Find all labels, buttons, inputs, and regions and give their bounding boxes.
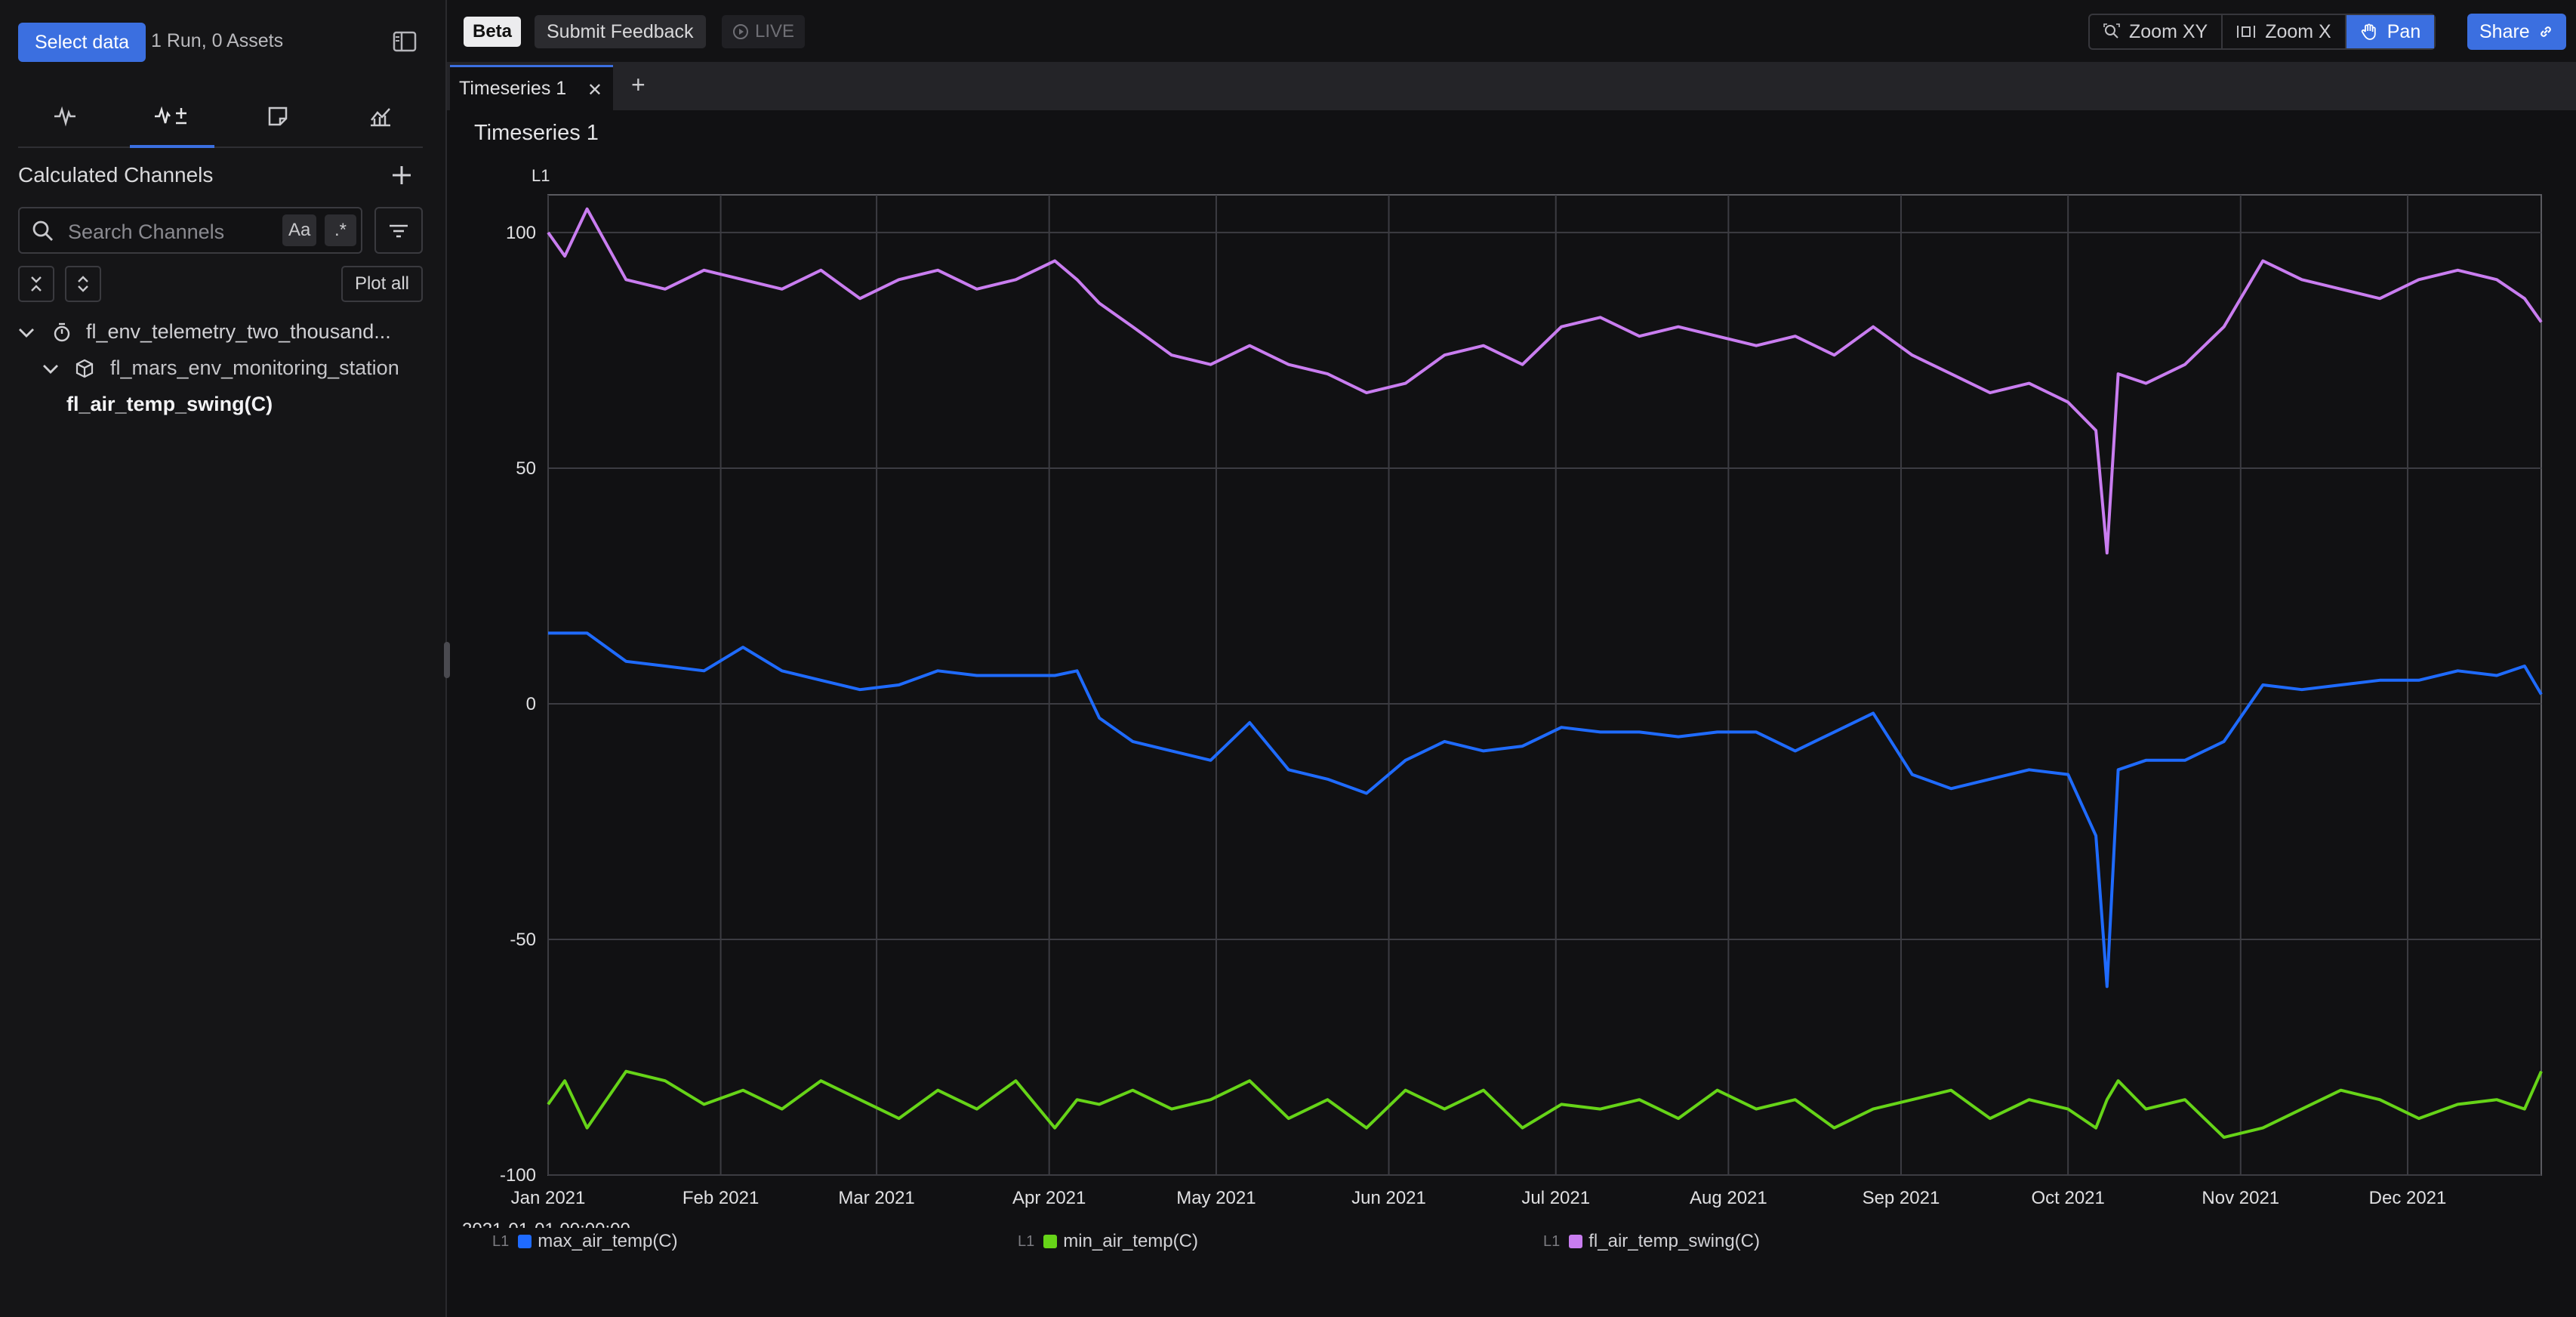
live-label: LIVE bbox=[755, 21, 795, 42]
share-label: Share bbox=[2479, 20, 2530, 42]
tab-analytics[interactable] bbox=[338, 88, 423, 145]
zoom-x-button[interactable]: Zoom X bbox=[2223, 15, 2346, 48]
tab-timeseries-1[interactable]: Timeseries 1 ✕ bbox=[450, 65, 613, 110]
series-line-max_air_temp(C)[interactable] bbox=[548, 631, 2543, 989]
zoom-xy-label: Zoom XY bbox=[2129, 20, 2208, 42]
collapse-icon bbox=[31, 276, 42, 291]
resize-handle[interactable] bbox=[444, 642, 450, 678]
chevron-down-icon[interactable] bbox=[17, 325, 36, 341]
tab-notes[interactable] bbox=[236, 88, 320, 145]
legend-item-min[interactable]: L1 min_air_temp(C) bbox=[1018, 1231, 1198, 1252]
x-tick-label: Mar 2021 bbox=[838, 1188, 914, 1208]
zoom-mode-group: Zoom XY Zoom X Pan bbox=[2088, 14, 2436, 50]
x-tick-label: Apr 2021 bbox=[1012, 1188, 1086, 1208]
tree-item-channel[interactable]: fl_air_temp_swing(C) bbox=[66, 393, 273, 415]
chevron-down-icon[interactable] bbox=[41, 361, 60, 378]
series-line-min_air_temp(C)[interactable] bbox=[547, 1069, 2543, 1140]
legend-label: max_air_temp(C) bbox=[538, 1231, 678, 1251]
pan-button[interactable]: Pan bbox=[2346, 15, 2435, 48]
x-tick-label: Dec 2021 bbox=[2369, 1188, 2447, 1208]
beta-badge: Beta bbox=[464, 17, 522, 47]
pan-label: Pan bbox=[2386, 20, 2421, 42]
link-icon bbox=[2540, 26, 2551, 37]
tab-calculated-channels[interactable] bbox=[130, 88, 214, 148]
filter-icon bbox=[390, 224, 408, 238]
x-tick-label: May 2021 bbox=[1176, 1188, 1256, 1208]
match-case-toggle[interactable]: Aa bbox=[282, 214, 317, 246]
search-icon bbox=[32, 221, 53, 241]
waveform-icon bbox=[54, 106, 75, 127]
search-box: Aa .* bbox=[18, 207, 362, 254]
plot-all-button[interactable]: Plot all bbox=[341, 266, 423, 302]
add-channel-button[interactable] bbox=[387, 160, 417, 190]
run-count: 1 Run, 0 Assets bbox=[151, 30, 284, 51]
search-input[interactable] bbox=[66, 216, 288, 248]
x-tick-label: Aug 2021 bbox=[1690, 1188, 1767, 1208]
section-title: Calculated Channels bbox=[18, 163, 214, 187]
x-tick-label: Nov 2021 bbox=[2202, 1188, 2279, 1208]
tab-channels[interactable] bbox=[23, 88, 107, 145]
x-tick-label: Sep 2021 bbox=[1863, 1188, 1940, 1208]
zoom-xy-icon bbox=[2103, 23, 2120, 39]
chart-line-icon bbox=[371, 108, 390, 127]
plus-icon bbox=[393, 166, 411, 184]
legend-axis: L1 bbox=[1018, 1232, 1035, 1250]
x-tick-label: Feb 2021 bbox=[683, 1188, 759, 1208]
y-tick-label: -50 bbox=[510, 930, 536, 950]
legend-swatch bbox=[518, 1235, 532, 1248]
series-line-fl_air_temp_swing(C)[interactable] bbox=[547, 207, 2543, 555]
stopwatch-icon bbox=[54, 322, 70, 342]
y-axis-label: L1 bbox=[532, 166, 550, 185]
y-tick-label: 50 bbox=[516, 458, 536, 479]
sidebar-toggle-icon[interactable] bbox=[393, 30, 418, 53]
select-data-button[interactable]: Select data bbox=[18, 23, 146, 62]
x-tick-label: Jul 2021 bbox=[1521, 1188, 1590, 1208]
legend-item-swing[interactable]: L1 fl_air_temp_swing(C) bbox=[1543, 1231, 1760, 1252]
toolbar: Beta Submit Feedback LIVE Zoom XY Zoom X… bbox=[447, 0, 2576, 62]
zoom-x-label: Zoom X bbox=[2265, 20, 2331, 42]
x-tick-label: Oct 2021 bbox=[2031, 1188, 2104, 1208]
expand-icon bbox=[78, 276, 88, 292]
share-button[interactable]: Share bbox=[2467, 14, 2566, 50]
legend-swatch bbox=[1043, 1235, 1058, 1248]
legend-axis: L1 bbox=[1543, 1232, 1561, 1250]
collapse-all-button[interactable] bbox=[18, 266, 54, 302]
zoom-xy-button[interactable]: Zoom XY bbox=[2090, 15, 2223, 48]
expand-all-button[interactable] bbox=[65, 266, 101, 302]
legend-item-max[interactable]: L1 max_air_temp(C) bbox=[492, 1231, 678, 1252]
live-button[interactable]: LIVE bbox=[722, 15, 806, 48]
filter-button[interactable] bbox=[374, 207, 423, 254]
play-circle-icon bbox=[733, 24, 748, 39]
tab-label: Timeseries 1 bbox=[459, 78, 567, 99]
zoom-x-icon bbox=[2237, 26, 2256, 38]
panel-title: Timeseries 1 bbox=[474, 121, 599, 145]
legend-swatch bbox=[1569, 1235, 1583, 1248]
tree-item-asset[interactable]: fl_mars_env_monitoring_station bbox=[110, 356, 399, 379]
x-tick-label: Jun 2021 bbox=[1351, 1188, 1426, 1208]
legend-label: fl_air_temp_swing(C) bbox=[1588, 1231, 1760, 1251]
legend-axis: L1 bbox=[492, 1232, 510, 1250]
sidebar-tabs bbox=[18, 88, 423, 148]
close-icon[interactable]: ✕ bbox=[587, 80, 602, 100]
note-icon bbox=[268, 106, 288, 126]
sidebar: Select data 1 Run, 0 Assets Calculated C… bbox=[0, 0, 447, 1317]
add-tab-button[interactable]: + bbox=[631, 71, 646, 98]
y-tick-label: -100 bbox=[500, 1165, 536, 1186]
submit-feedback-button[interactable]: Submit Feedback bbox=[535, 15, 706, 48]
regex-toggle[interactable]: .* bbox=[325, 214, 356, 246]
tab-strip: Timeseries 1 ✕ + bbox=[447, 62, 2576, 110]
x-tick-label: Jan 2021 bbox=[511, 1188, 586, 1208]
hand-icon bbox=[2361, 23, 2376, 40]
tree-item-run[interactable]: fl_env_telemetry_two_thousand... bbox=[86, 320, 391, 343]
y-tick-label: 0 bbox=[526, 694, 536, 714]
start-time-label: 2021-01-01 00:00:00 bbox=[462, 1220, 630, 1228]
y-tick-label: 100 bbox=[506, 223, 536, 243]
legend-label: min_air_temp(C) bbox=[1063, 1231, 1198, 1251]
cube-icon bbox=[75, 359, 94, 378]
waveform-plus-minus-icon bbox=[155, 106, 186, 125]
